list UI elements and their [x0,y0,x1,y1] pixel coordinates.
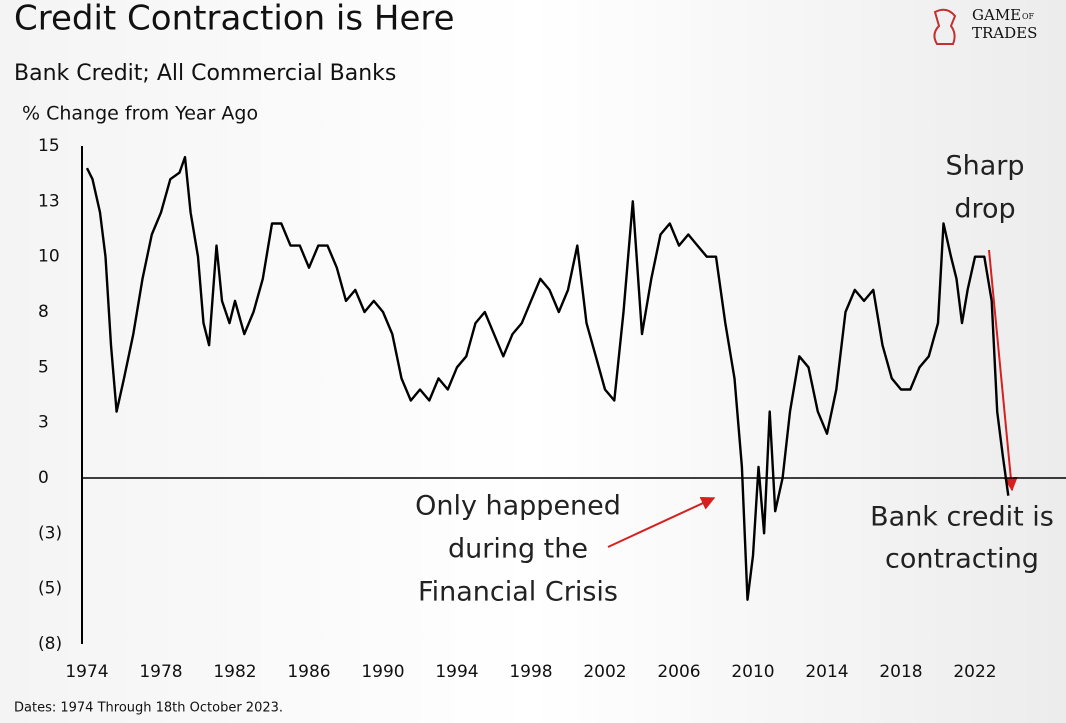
y-tick-label: 3 [38,413,49,433]
y-tick-label: 0 [38,468,49,488]
logo: GAME OF TRADES [933,6,1037,45]
annotation: drop [954,194,1015,225]
y-axis-label: % Change from Year Ago [22,103,258,125]
x-tick-label: 2014 [805,662,848,682]
x-tick-label: 1974 [65,662,108,682]
logo-text: GAME [972,6,1021,24]
logo-text: TRADES [972,24,1037,42]
x-tick-label: 1978 [139,662,182,682]
x-tick-label: 2002 [583,662,626,682]
x-tick-label: 1982 [213,662,256,682]
x-tick-label: 2022 [953,662,996,682]
y-tick-label: 8 [38,302,49,322]
logo-text: OF [1022,12,1035,21]
y-tick-label: 10 [38,247,60,267]
x-tick-label: 2006 [657,662,700,682]
logo-icon [933,8,957,45]
arrow [607,496,716,548]
subtitle: Bank Credit; All Commercial Banks [14,61,396,86]
annotation: Financial Crisis [418,577,618,608]
x-tick-label: 2010 [731,662,774,682]
y-tick-label: 15 [38,136,60,156]
y-tick-label: 5 [38,357,49,377]
footnote: Dates: 1974 Through 18th October 2023. [14,701,283,716]
x-tick-label: 1998 [509,662,552,682]
data-line [85,155,1010,601]
y-tick-label: (3) [38,523,62,543]
annotation: during the [448,534,588,565]
chart-title: Credit Contraction is Here [14,0,455,39]
y-tick-label: (5) [38,579,62,599]
annotation: contracting [885,544,1039,575]
x-tick-label: 1990 [361,662,404,682]
x-tick-label: 1994 [435,662,478,682]
annotation: Only happened [415,491,621,522]
arrow [988,249,1018,492]
x-tick-label: 2018 [879,662,922,682]
x-tick-label: 1986 [287,662,330,682]
annotation: Bank credit is [870,502,1054,533]
y-tick-label: (8) [38,634,62,654]
y-tick-label: 13 [38,191,60,211]
annotation: Sharp [945,151,1024,182]
